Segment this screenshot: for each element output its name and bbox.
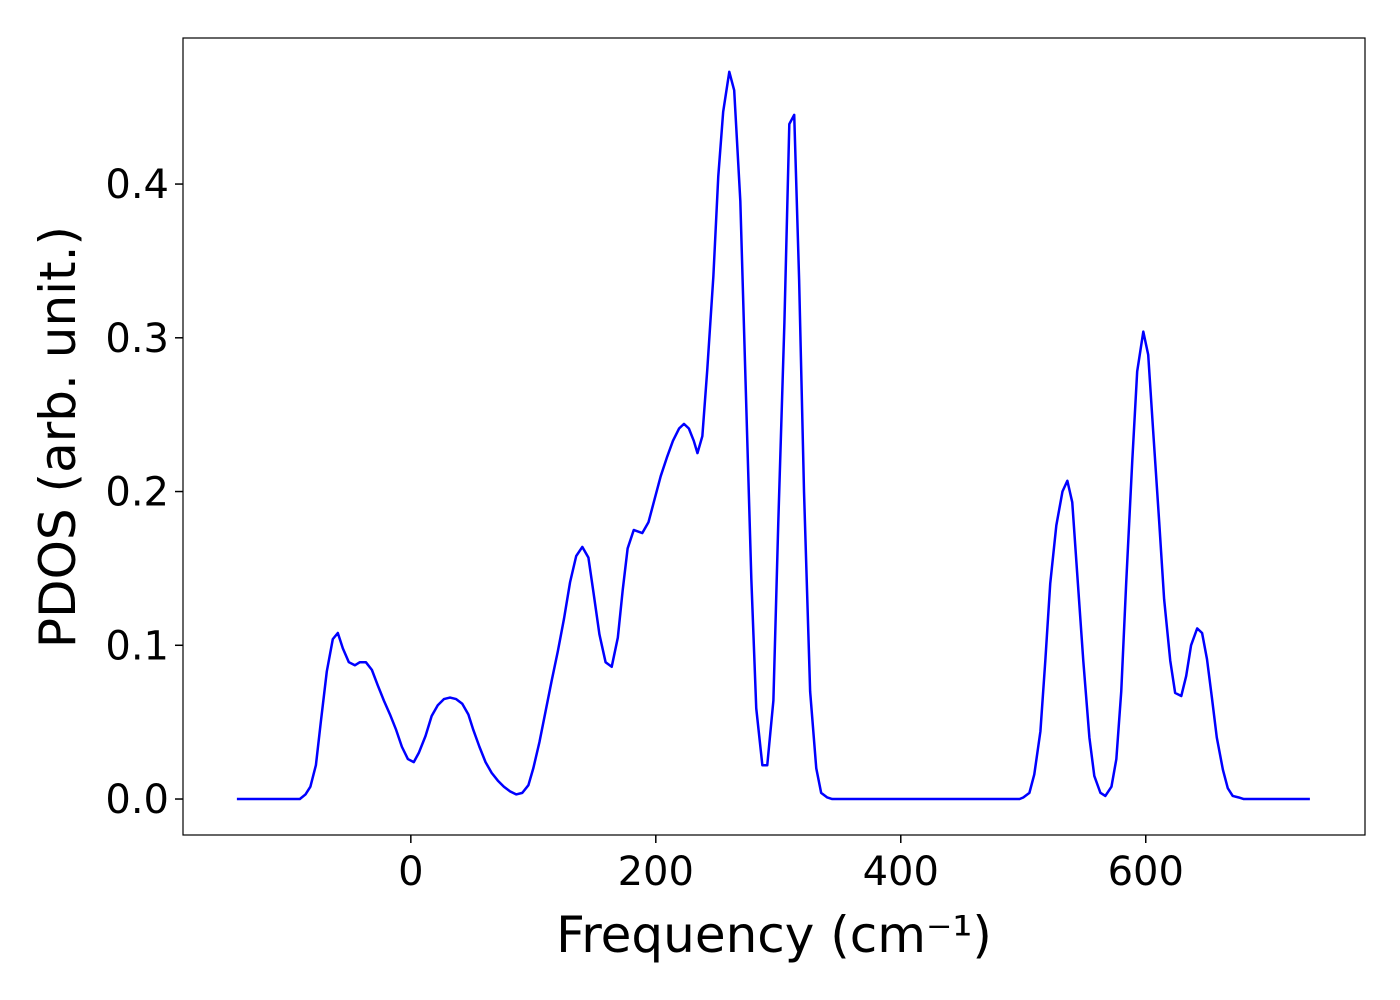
y-axis-label: PDOS (arb. unit.) [29,226,87,648]
x-tick-label: 0 [398,849,423,895]
x-axis-label: Frequency (cm⁻¹) [556,906,992,964]
x-tick-label: 200 [618,849,694,895]
x-tick-label: 400 [863,849,939,895]
y-tick-label: 0.4 [105,162,169,208]
x-tick-label: 600 [1108,849,1184,895]
y-tick-label: 0.0 [105,777,169,823]
data-line [236,70,1310,801]
y-tick-label: 0.1 [105,623,169,669]
y-tick-label: 0.3 [105,316,169,362]
y-tick-label: 0.2 [105,470,169,516]
plot-frame [182,37,1366,836]
